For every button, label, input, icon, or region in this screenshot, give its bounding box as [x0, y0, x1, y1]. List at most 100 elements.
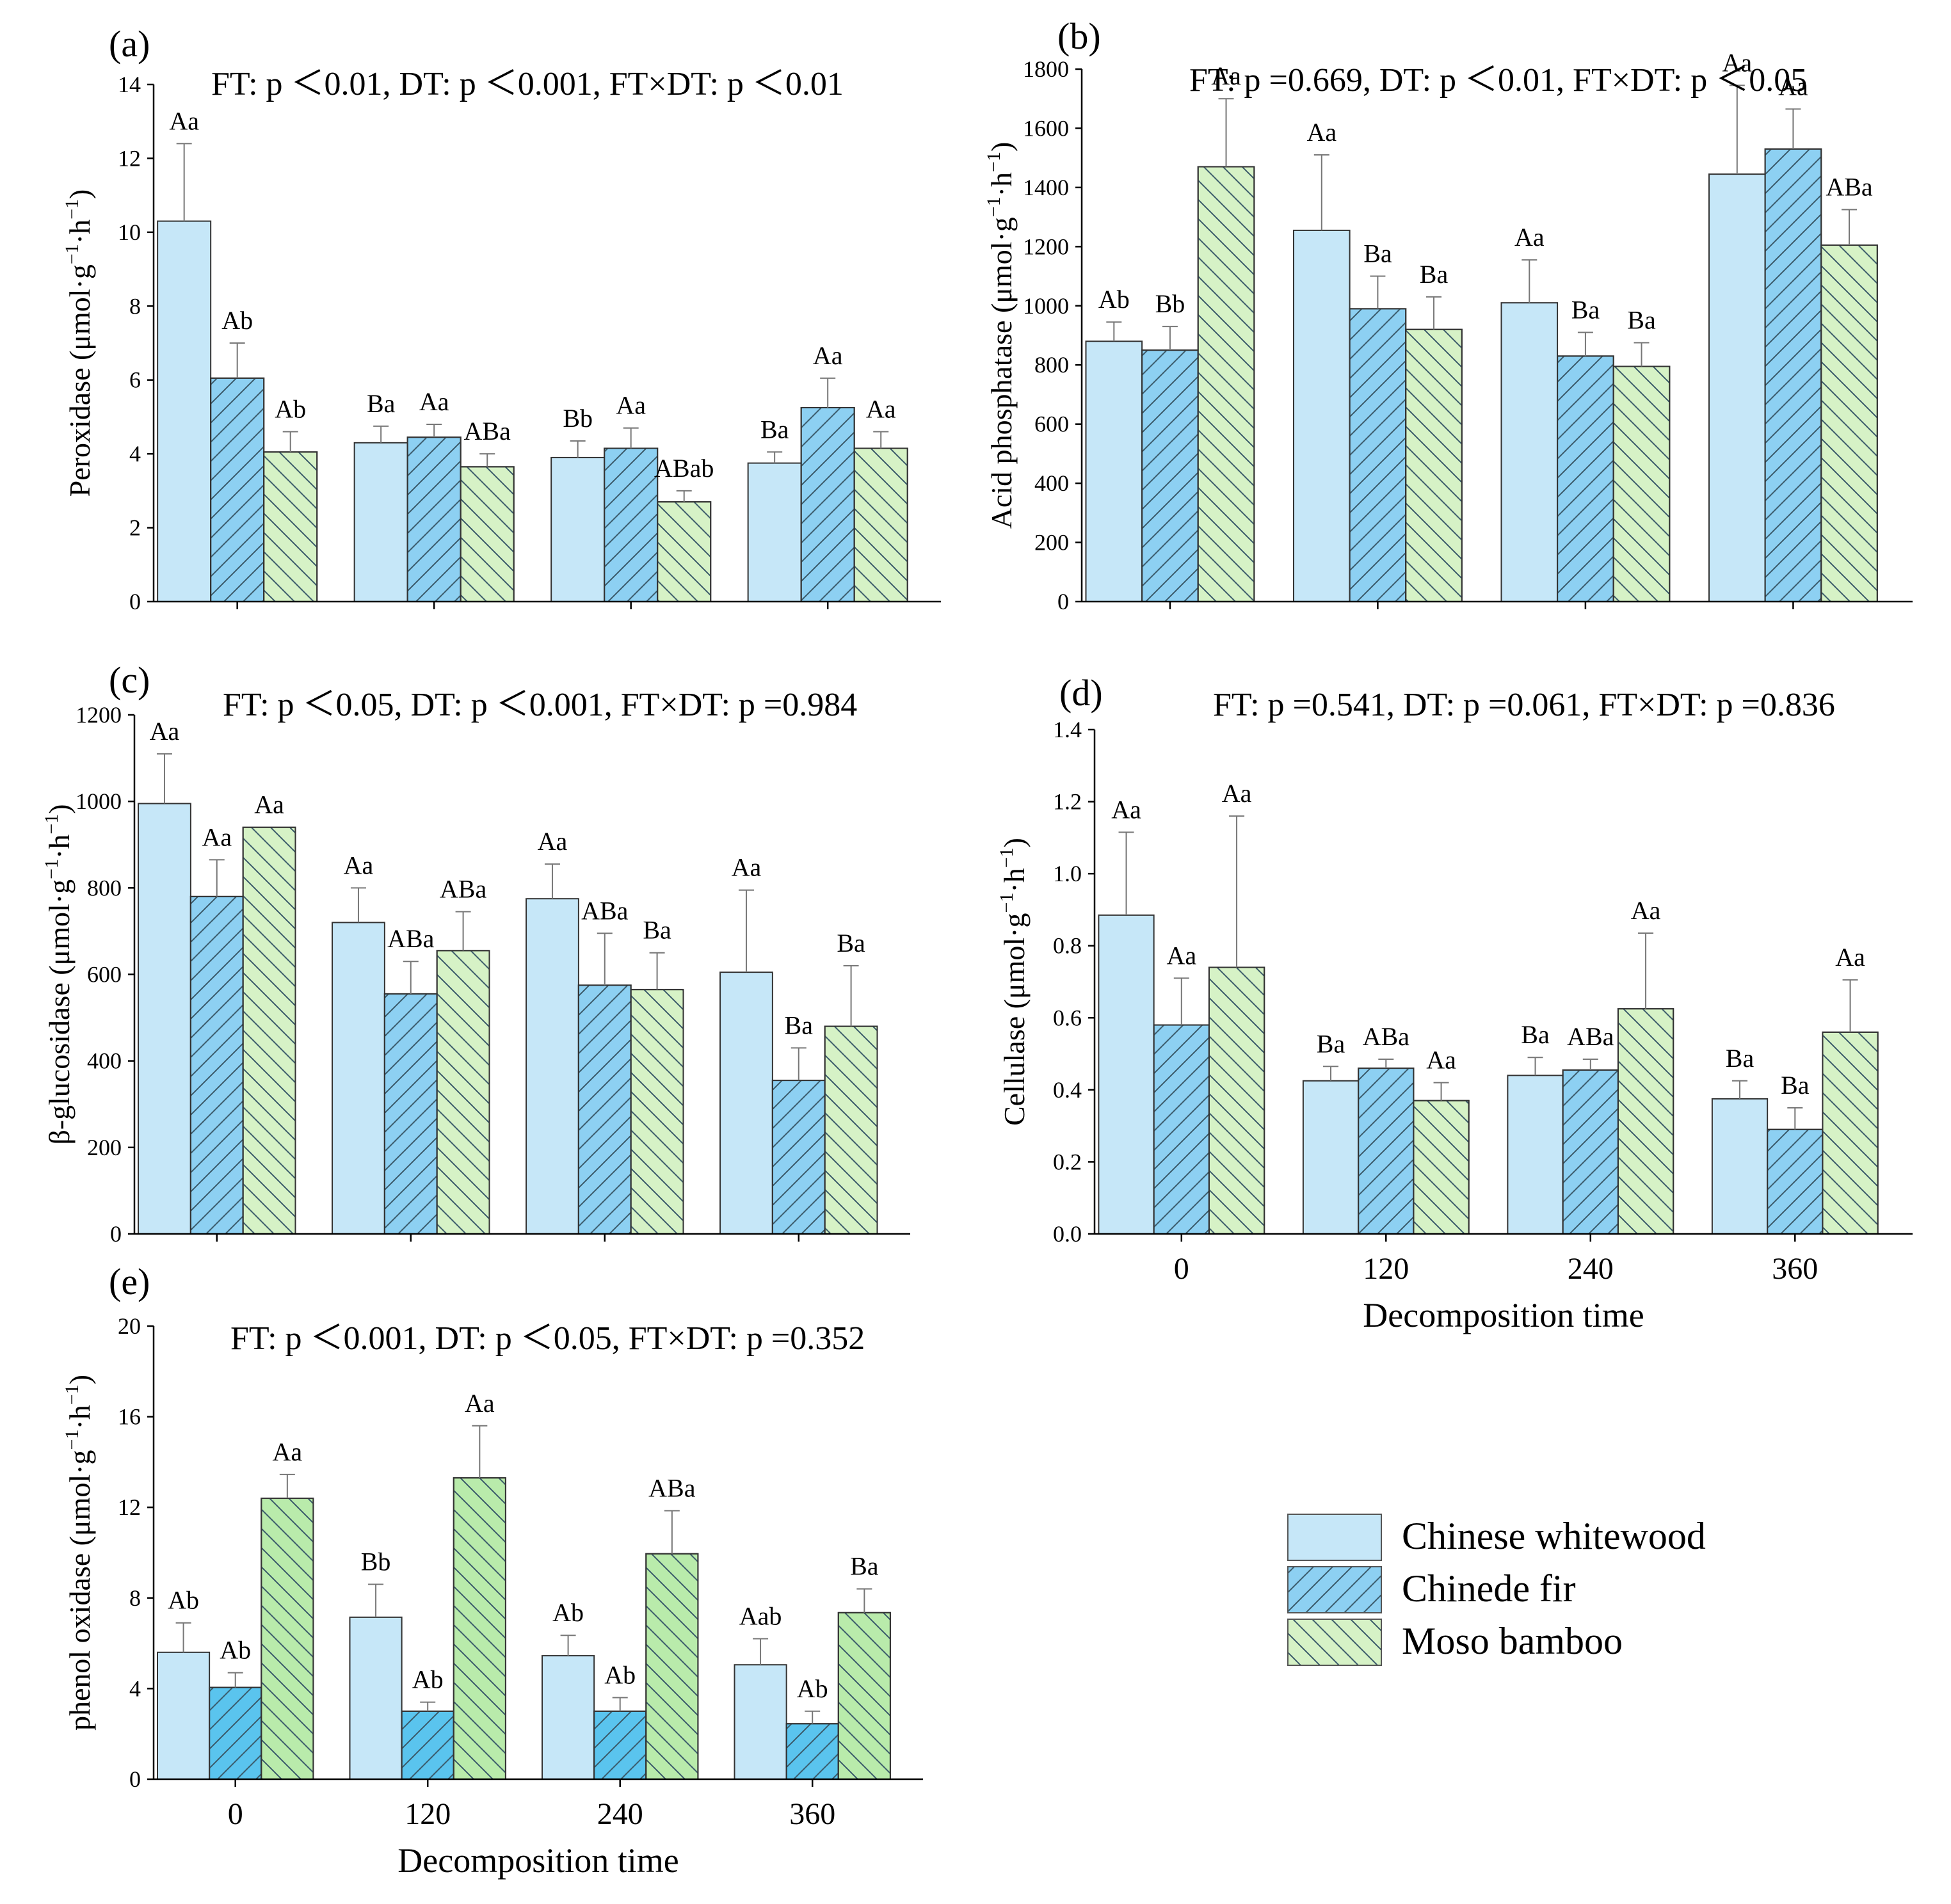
sig-label-e-moso-bamboo-240: ABa [648, 1474, 696, 1503]
y-tick-label-e-4: 16 [118, 1404, 141, 1430]
bar-a-moso-bamboo-360-hatch [853, 447, 908, 602]
y-tick-label-b-2: 400 [1034, 470, 1069, 496]
y-tick-label-b-1: 200 [1034, 530, 1069, 556]
bar-b-chinede-fir-240-hatch [1557, 355, 1614, 602]
y-axis-label-part-4: ) [998, 838, 1031, 847]
stats-title-b: FT: p =0.669, DT: p ＜0.01, FT×DT: p ＜0.0… [1189, 62, 1807, 99]
sig-label-e-chinede-fir-240: Ab [604, 1661, 636, 1690]
x-tick-label-e-240: 240 [597, 1797, 643, 1831]
y-axis-label-part-2: ·h [43, 835, 76, 859]
y-axis-label-part-4: ) [43, 804, 76, 813]
sig-label-d-chinede-fir-120: ABa [1363, 1022, 1410, 1051]
legend-label-chinede-fir: Chinede fir [1402, 1567, 1576, 1610]
sig-label-e-chinese-whitewood-0: Ab [168, 1586, 199, 1615]
bar-a-moso-bamboo-0-hatch [263, 451, 318, 602]
chart-panel-d: Aa Ba Ba Ba Aa ABa ABa Ba Aa Aa Aa Aa 0 120 240 360 0.0 0… [996, 672, 1913, 1334]
y-tick-label-b-6: 1200 [1023, 234, 1069, 259]
y-tick-label-b-8: 1600 [1023, 115, 1069, 141]
y-tick-label-c-5: 1000 [76, 788, 122, 814]
y-tick-label-b-7: 1400 [1023, 175, 1069, 200]
y-tick-label-e-3: 12 [118, 1494, 141, 1520]
sig-label-d-moso-bamboo-240: Aa [1631, 896, 1661, 925]
sig-label-e-chinede-fir-360: Ab [797, 1674, 828, 1703]
sig-label-a-moso-bamboo-240: ABab [654, 454, 714, 483]
sig-label-e-chinese-whitewood-360: Aab [739, 1602, 782, 1631]
sig-label-b-chinese-whitewood-0: Ab [1098, 285, 1130, 314]
bar-e-chinese-whitewood-0 [157, 1651, 211, 1780]
sig-label-a-chinede-fir-0: Ab [221, 306, 253, 335]
sig-label-e-chinede-fir-0: Ab [220, 1636, 251, 1665]
stats-title-d: FT: p =0.541, DT: p =0.061, FT×DT: p =0.… [1213, 687, 1835, 723]
sig-label-a-chinede-fir-120: Aa [419, 387, 449, 416]
y-tick-label-a-5: 10 [118, 220, 141, 245]
sig-label-b-chinese-whitewood-240: Aa [1514, 223, 1545, 252]
sig-label-e-chinese-whitewood-120: Bb [361, 1548, 391, 1576]
bar-b-moso-bamboo-0-hatch [1197, 166, 1255, 602]
y-tick-label-c-4: 800 [87, 875, 122, 900]
bar-c-chinese-whitewood-240 [526, 898, 579, 1235]
sig-label-a-chinese-whitewood-0: Aa [169, 106, 199, 135]
sig-label-e-moso-bamboo-360: Ba [850, 1552, 879, 1581]
bar-c-moso-bamboo-120-hatch [436, 950, 490, 1235]
y-axis-label-part-1: −1 [61, 1430, 83, 1450]
bar-b-moso-bamboo-240-hatch [1612, 365, 1671, 602]
y-tick-label-c-1: 200 [87, 1135, 122, 1160]
bar-b-chinese-whitewood-120 [1292, 229, 1351, 602]
bar-d-chinede-fir-360-hatch [1767, 1128, 1824, 1235]
y-tick-label-e-0: 0 [129, 1766, 141, 1792]
stats-title-a: FT: p ＜0.01, DT: p ＜0.001, FT×DT: p ＜0.0… [211, 66, 844, 102]
bar-d-chinede-fir-240-hatch [1562, 1069, 1619, 1235]
y-tick-label-d-7: 1.4 [1053, 717, 1082, 742]
bar-e-chinese-whitewood-360 [734, 1664, 787, 1780]
bar-a-chinede-fir-120-hatch [406, 436, 462, 603]
sig-label-a-moso-bamboo-0: Ab [275, 395, 306, 424]
chart-panels: Aa Ba Bb Ba Ab Aa Aa Aa Ab ABa ABab Aa 0 2 4 6 8 10 12 14 Pe… [41, 15, 1913, 1880]
y-tick-label-a-0: 0 [129, 589, 141, 614]
bar-c-chinese-whitewood-0 [138, 803, 191, 1235]
x-tick-label-d-360: 360 [1772, 1252, 1818, 1286]
legend-hatch-moso-bamboo [1287, 1619, 1382, 1666]
y-tick-label-d-3: 0.6 [1053, 1005, 1082, 1030]
bar-e-moso-bamboo-0-hatch [261, 1498, 314, 1780]
bar-b-chinede-fir-360-hatch [1764, 148, 1822, 603]
sig-label-e-chinede-fir-120: Ab [412, 1665, 444, 1694]
sig-label-d-chinede-fir-0: Aa [1166, 941, 1196, 970]
y-tick-label-d-2: 0.4 [1053, 1077, 1082, 1103]
panel-label-a: (a) [109, 23, 150, 65]
y-tick-label-d-0: 0.0 [1053, 1221, 1082, 1247]
bar-d-moso-bamboo-360-hatch [1822, 1031, 1879, 1235]
bar-a-chinese-whitewood-120 [353, 442, 408, 602]
y-axis-label-c: β-glucosidase (μmol·g−1·h−1) [41, 804, 76, 1144]
x-tick-label-e-360: 360 [789, 1797, 835, 1831]
y-axis-label-part-1: −1 [61, 244, 83, 264]
sig-label-a-chinese-whitewood-240: Bb [563, 404, 593, 433]
stats-title-c: FT: p ＜0.05, DT: p ＜0.001, FT×DT: p =0.9… [223, 687, 857, 723]
bar-d-chinese-whitewood-0 [1098, 914, 1155, 1235]
y-tick-label-a-3: 6 [129, 367, 141, 393]
x-tick-label-d-120: 120 [1363, 1252, 1409, 1286]
bar-a-chinese-whitewood-0 [157, 220, 212, 602]
y-axis-label-e: phenol oxidase (μmol·g−1·h−1) [61, 1375, 96, 1731]
bar-c-chinede-fir-360-hatch [771, 1080, 826, 1235]
bar-d-chinese-whitewood-120 [1302, 1080, 1360, 1235]
bar-c-moso-bamboo-240-hatch [630, 989, 684, 1235]
panel-label-c: (c) [109, 659, 150, 701]
y-tick-label-c-3: 600 [87, 962, 122, 988]
bar-c-chinese-whitewood-120 [332, 922, 385, 1235]
sig-label-d-chinese-whitewood-120: Ba [1317, 1029, 1345, 1058]
chart-panel-a: Aa Ba Bb Ba Ab Aa Aa Aa Ab ABa ABab Aa 0 2 4 6 8 10 12 14 Pe… [61, 23, 941, 614]
y-tick-label-b-5: 1000 [1023, 293, 1069, 319]
sig-label-d-chinese-whitewood-0: Aa [1111, 795, 1141, 824]
legend: Chinese whitewood Chinede fir Moso bambo… [1287, 1514, 1706, 1666]
bar-e-moso-bamboo-240-hatch [645, 1553, 699, 1780]
legend-swatch-chinese-whitewood [1287, 1514, 1382, 1561]
bar-a-moso-bamboo-120-hatch [460, 466, 515, 602]
y-axis-label-part-2: ·h [63, 1405, 96, 1429]
bar-b-chinese-whitewood-360 [1708, 173, 1766, 603]
sig-label-a-chinese-whitewood-120: Ba [367, 389, 396, 418]
y-tick-label-a-4: 8 [129, 293, 141, 319]
y-axis-label-part-3: −1 [41, 814, 62, 835]
panel-label-e: (e) [109, 1261, 150, 1302]
bar-e-moso-bamboo-360-hatch [837, 1612, 891, 1780]
sig-label-a-moso-bamboo-360: Aa [866, 395, 896, 424]
